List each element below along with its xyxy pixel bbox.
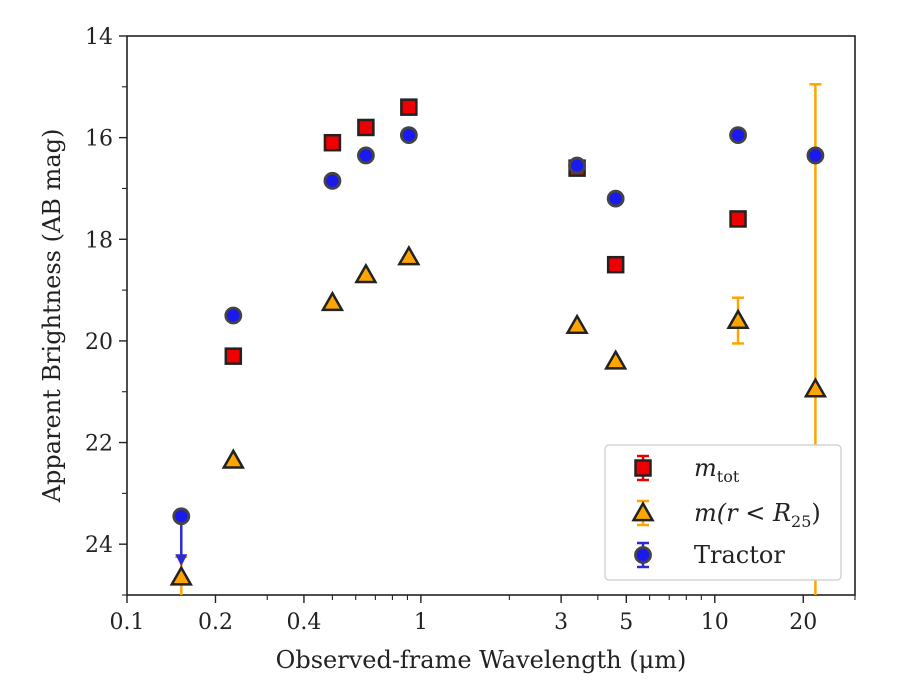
tractor-point — [806, 146, 825, 165]
mtot-point — [323, 133, 342, 152]
y-tick-label: 20 — [85, 330, 113, 355]
legend-marker — [634, 546, 652, 564]
x-tick-label: 0.1 — [110, 610, 145, 635]
mtot-point — [357, 118, 375, 137]
x-tick-label: 1 — [414, 610, 428, 635]
legend: mtot m(r < R25) Tractor — [604, 444, 842, 581]
legend-label: Tractor — [694, 541, 785, 569]
x-tick-label: 0.4 — [286, 610, 321, 635]
y-tick-label: 18 — [85, 228, 113, 253]
m-r25-point — [169, 565, 193, 586]
y-tick-label: 22 — [85, 432, 113, 457]
legend-label-main: m — [694, 454, 717, 482]
tractor-point — [357, 146, 375, 165]
x-tick-label: 3 — [554, 610, 568, 635]
mtot-point — [224, 347, 243, 365]
legend-label: m(r < R25) — [694, 499, 821, 531]
mtot-point — [606, 255, 625, 274]
legend-label-subscript: tot — [717, 467, 740, 486]
tractor-point — [172, 507, 191, 526]
legend-label-main: Tractor — [694, 541, 785, 569]
x-tick-label: 10 — [701, 610, 729, 635]
plot-frame — [126, 35, 856, 596]
y-tick-label: 24 — [85, 533, 113, 558]
tractor-point — [323, 171, 342, 190]
plot-area — [169, 83, 828, 595]
tractor-point — [224, 306, 243, 325]
m-r25-point — [354, 262, 378, 284]
mtot-point — [400, 98, 418, 116]
tractor-point — [606, 189, 625, 208]
legend-marker — [634, 459, 652, 477]
m-r25-point — [397, 245, 421, 266]
x-tick-label: 20 — [789, 610, 817, 635]
m-r25-point — [221, 448, 245, 469]
x-tick-label: 0.2 — [198, 610, 233, 635]
y-tick-label: 16 — [85, 127, 113, 152]
tractor-point — [399, 126, 418, 144]
legend-label-main: m(r < R — [694, 499, 791, 527]
x-axis-title: Observed-frame Wavelength (μm) — [276, 646, 687, 674]
tractor-upper-limit-arrowhead — [175, 554, 188, 567]
m-r25-point — [604, 349, 628, 370]
legend-label-subscript: 25 — [791, 512, 811, 531]
x-tick-label: 5 — [619, 610, 633, 635]
legend-box — [604, 444, 842, 581]
legend-marker — [631, 500, 655, 522]
legend-label-suffix: ) — [811, 499, 820, 527]
m-r25-point — [803, 377, 828, 398]
tractor-point — [729, 126, 747, 144]
m-r25-point — [726, 308, 750, 329]
y-tick-label: 14 — [85, 25, 113, 50]
tractor-point — [568, 156, 586, 175]
y-axis-title: Apparent Brightness (AB mag) — [38, 129, 66, 504]
legend-label: mtot — [694, 454, 740, 486]
m-r25-point — [565, 313, 589, 335]
m-r25-point — [320, 290, 345, 312]
mtot-point — [729, 210, 747, 228]
